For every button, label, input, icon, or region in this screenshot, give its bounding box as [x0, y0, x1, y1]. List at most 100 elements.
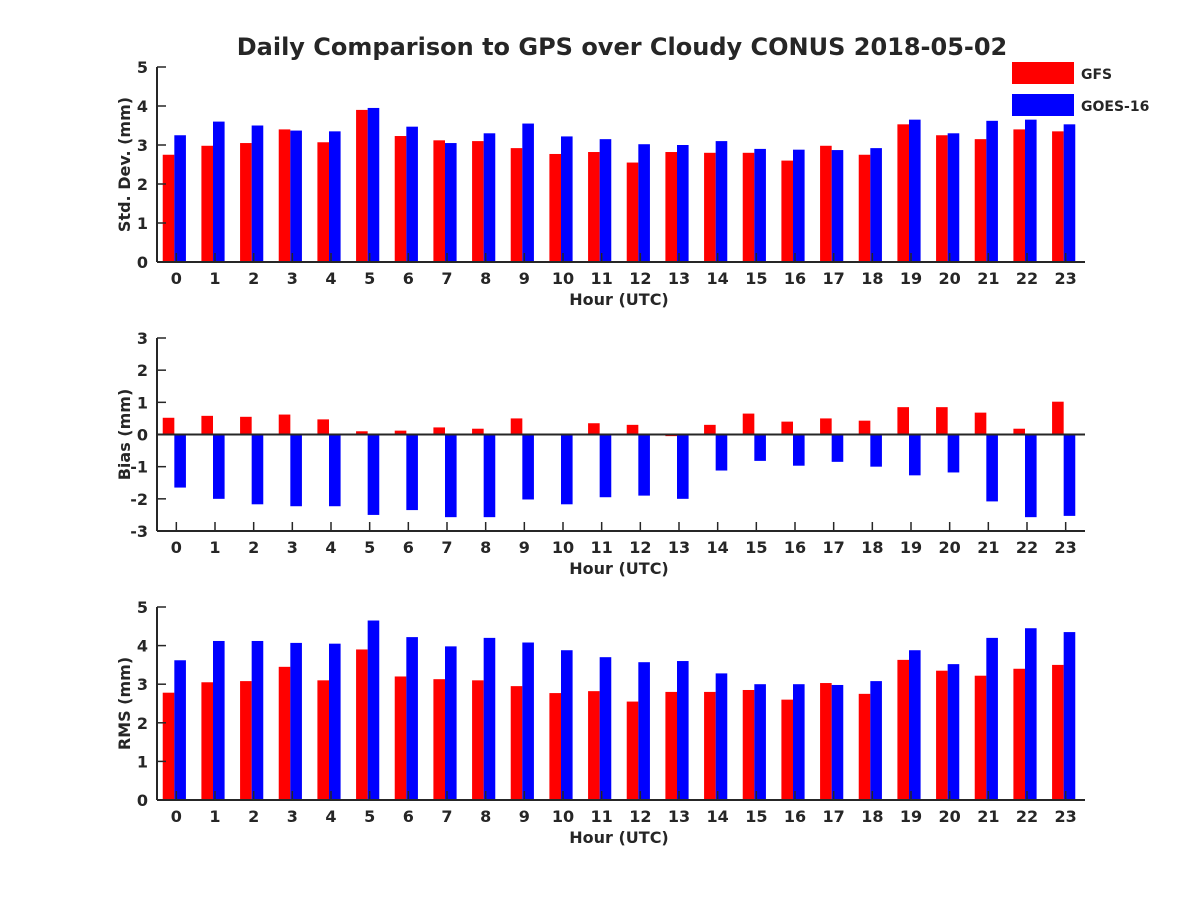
bias-x-tick-label: 23 — [1055, 538, 1077, 557]
std-dev-bar-gfs-12 — [626, 162, 639, 262]
bias-bar-goes16-13 — [677, 434, 689, 499]
rms-x-tick-label: 23 — [1055, 807, 1077, 826]
std-dev-bar-gfs-0 — [162, 154, 175, 262]
std-dev-bar-goes16-20 — [947, 133, 960, 262]
rms-x-tick-label: 7 — [441, 807, 452, 826]
rms-x-tick-label: 6 — [403, 807, 414, 826]
bias-x-tick-label: 19 — [900, 538, 922, 557]
rms-bar-goes16-12 — [638, 662, 650, 800]
std-dev-bar-goes16-19 — [909, 119, 921, 263]
rms-x-tick-label: 21 — [977, 807, 999, 826]
chart-title: Daily Comparison to GPS over Cloudy CONU… — [237, 33, 1008, 61]
bias-x-tick-label: 2 — [248, 538, 259, 557]
rms-x-axis-label: Hour (UTC) — [569, 828, 669, 847]
std-dev-x-tick-label: 11 — [591, 269, 613, 288]
std-dev-bar-gfs-16 — [781, 160, 793, 262]
std-dev-x-axis-label: Hour (UTC) — [569, 290, 669, 309]
std-dev-bar-gfs-19 — [897, 124, 909, 262]
std-dev-bar-goes16-9 — [522, 123, 534, 262]
bias-y-tick-label: 1 — [137, 393, 148, 412]
rms-bar-gfs-12 — [626, 701, 639, 800]
bias-bar-goes16-3 — [290, 434, 302, 507]
bias-y-tick-label: -3 — [130, 522, 148, 541]
bias-bar-gfs-3 — [278, 414, 291, 435]
std-dev-bar-goes16-5 — [367, 107, 380, 262]
rms-bar-goes16-6 — [406, 637, 418, 800]
rms-bar-goes16-16 — [793, 684, 805, 800]
std-dev-bar-gfs-2 — [240, 143, 252, 262]
rms-bar-gfs-7 — [433, 679, 445, 800]
rms-bar-goes16-21 — [986, 637, 998, 800]
rms-bar-goes16-3 — [290, 642, 302, 800]
bias-bar-goes16-7 — [445, 434, 457, 518]
bias-x-tick-label: 7 — [441, 538, 452, 557]
bias-bar-gfs-21 — [974, 412, 987, 435]
rms-x-tick-label: 9 — [519, 807, 530, 826]
bias-x-tick-label: 15 — [745, 538, 767, 557]
rms-bar-gfs-14 — [704, 691, 716, 800]
std-dev-x-tick-label: 13 — [668, 269, 690, 288]
std-dev-bar-goes16-15 — [754, 148, 766, 262]
rms-x-tick-label: 5 — [364, 807, 375, 826]
rms-bar-gfs-16 — [781, 699, 793, 800]
bias-x-tick-label: 22 — [1016, 538, 1038, 557]
bias-bar-goes16-22 — [1025, 434, 1037, 518]
bias-bar-goes16-15 — [754, 434, 766, 461]
std-dev-bar-gfs-13 — [665, 152, 677, 262]
bias-bar-gfs-20 — [936, 407, 948, 435]
rms-bar-gfs-21 — [974, 675, 987, 800]
std-dev-bar-goes16-3 — [290, 130, 302, 262]
std-dev-x-tick-label: 18 — [861, 269, 883, 288]
bias-x-tick-label: 10 — [552, 538, 574, 557]
bias-x-tick-label: 9 — [519, 538, 530, 557]
bias-x-tick-label: 17 — [823, 538, 845, 557]
std-dev-x-tick-label: 3 — [287, 269, 298, 288]
std-dev-bar-goes16-17 — [831, 150, 844, 262]
bias-bar-gfs-7 — [433, 427, 445, 435]
rms-y-tick-label: 1 — [137, 752, 148, 771]
rms-bar-goes16-7 — [445, 646, 457, 800]
std-dev-y-tick-label: 1 — [137, 214, 148, 233]
std-dev-y-tick-label: 2 — [137, 175, 148, 194]
std-dev-x-tick-label: 4 — [325, 269, 336, 288]
std-dev-bar-gfs-7 — [433, 140, 445, 262]
rms-bar-gfs-23 — [1052, 664, 1064, 800]
rms-y-tick-label: 3 — [137, 675, 148, 694]
std-dev-bar-gfs-18 — [858, 154, 871, 262]
rms-x-tick-label: 3 — [287, 807, 298, 826]
bias-bar-gfs-11 — [588, 423, 600, 435]
std-dev-x-tick-label: 6 — [403, 269, 414, 288]
legend-label-goes16: GOES-16 — [1081, 99, 1149, 115]
std-dev-bar-gfs-21 — [974, 139, 987, 262]
rms-x-tick-label: 2 — [248, 807, 259, 826]
bias-bar-gfs-5 — [356, 431, 368, 435]
rms-bar-gfs-9 — [510, 686, 523, 800]
rms-y-axis-label: RMS (mm) — [115, 657, 134, 750]
bias-bar-gfs-18 — [858, 420, 871, 435]
bias-x-tick-label: 16 — [784, 538, 806, 557]
bias-x-axis-label: Hour (UTC) — [569, 559, 669, 578]
bias-x-tick-label: 0 — [171, 538, 182, 557]
std-dev-x-tick-label: 10 — [552, 269, 574, 288]
rms-x-tick-label: 8 — [480, 807, 491, 826]
std-dev-x-tick-label: 23 — [1055, 269, 1077, 288]
rms-bar-goes16-2 — [251, 640, 264, 800]
rms-y-tick-label: 0 — [137, 791, 148, 810]
bias-y-axis-label: Bias (mm) — [115, 389, 134, 481]
bias-x-tick-label: 1 — [209, 538, 220, 557]
rms-bar-goes16-22 — [1025, 628, 1037, 800]
std-dev-bar-gfs-3 — [278, 129, 291, 262]
bias-bar-gfs-14 — [704, 424, 716, 435]
std-dev-bar-gfs-11 — [588, 152, 600, 262]
bias-x-tick-label: 12 — [629, 538, 651, 557]
std-dev-y-tick-label: 0 — [137, 253, 148, 272]
rms-bar-goes16-19 — [909, 650, 921, 800]
bias-bar-gfs-2 — [240, 416, 252, 435]
rms-y-tick-label: 2 — [137, 714, 148, 733]
rms-bar-gfs-22 — [1013, 668, 1025, 800]
bias-bar-gfs-1 — [201, 415, 213, 435]
std-dev-x-tick-label: 14 — [707, 269, 729, 288]
bias-bar-goes16-8 — [483, 434, 496, 518]
std-dev-y-axis-label: Std. Dev. (mm) — [115, 97, 134, 232]
